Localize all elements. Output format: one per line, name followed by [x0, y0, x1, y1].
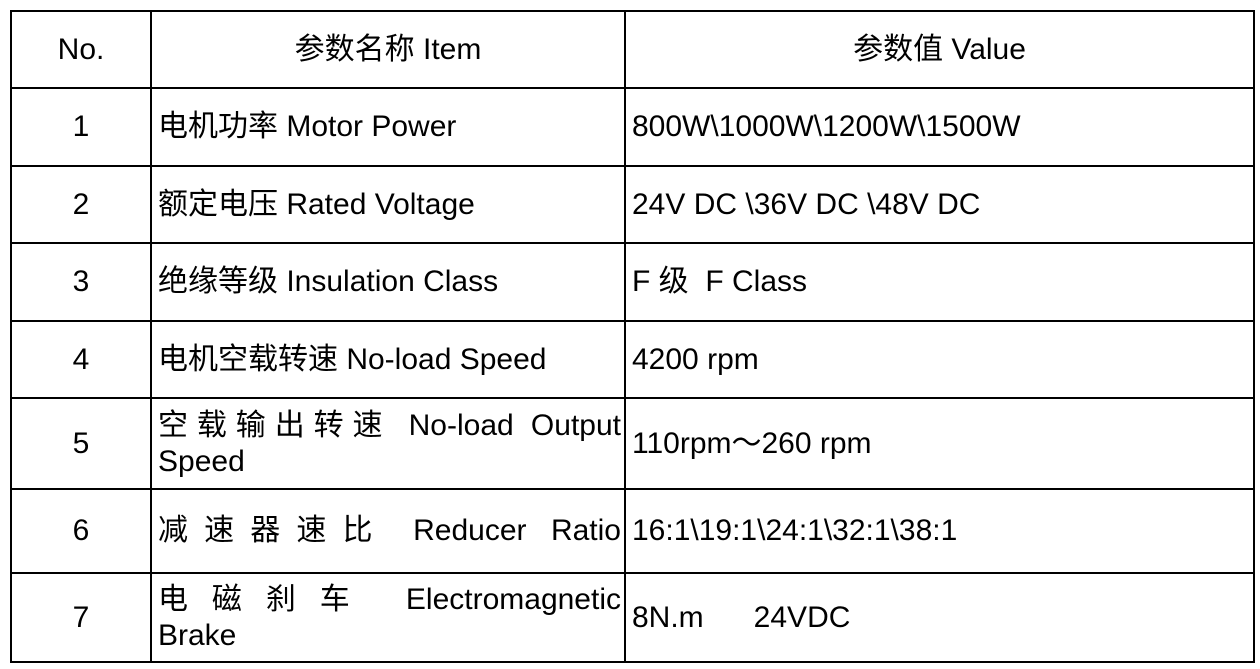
cell-value: 110rpm～260 rpm: [624, 397, 1255, 490]
cell-value: 8N.m 24VDC: [624, 572, 1255, 663]
table-header: No. 参数名称 Item 参数值 Value: [10, 10, 1255, 89]
cell-item: 电机空载转速 No-load Speed: [150, 320, 626, 399]
table-row: 4 电机空载转速 No-load Speed 4200 rpm: [10, 320, 1255, 399]
cell-item: 电磁刹车 Electromagnetic Brake: [150, 572, 626, 663]
cell-no: 4: [10, 320, 152, 399]
cell-item: 额定电压 Rated Voltage: [150, 165, 626, 244]
cell-value: 24V DC \36V DC \48V DC: [624, 165, 1255, 244]
cell-no: 1: [10, 87, 152, 167]
cell-item: 空载输出转速 No-load Output Speed: [150, 397, 626, 490]
cell-no: 5: [10, 397, 152, 490]
cell-item: 减速器速比 Reducer Ratio: [150, 488, 626, 574]
column-header-item: 参数名称 Item: [150, 10, 626, 89]
cell-value: 800W\1000W\1200W\1500W: [624, 87, 1255, 167]
table-row: 3 绝缘等级 Insulation Class F 级 F Class: [10, 242, 1255, 322]
cell-item: 电机功率 Motor Power: [150, 87, 626, 167]
table-row: 2 额定电压 Rated Voltage 24V DC \36V DC \48V D…: [10, 165, 1255, 244]
cell-value: F 级 F Class: [624, 242, 1255, 322]
cell-value: 4200 rpm: [624, 320, 1255, 399]
cell-no: 2: [10, 165, 152, 244]
motor-spec-table: No. 参数名称 Item 参数值 Value 1 电机功率 Motor Powe…: [10, 10, 1255, 663]
cell-no: 3: [10, 242, 152, 322]
column-header-value: 参数值 Value: [624, 10, 1255, 89]
table-row: 1 电机功率 Motor Power 800W\1000W\1200W\1500W: [10, 87, 1255, 167]
header-row: No. 参数名称 Item 参数值 Value: [10, 10, 1255, 89]
cell-no: 7: [10, 572, 152, 663]
table-row: 5 空载输出转速 No-load Output Speed 110rpm～260 r…: [10, 397, 1255, 490]
table-body: 1 电机功率 Motor Power 800W\1000W\1200W\1500W 2…: [10, 87, 1255, 663]
table-row: 6 减速器速比 Reducer Ratio 16:1\19:1\24:1\32:1\…: [10, 488, 1255, 574]
cell-no: 6: [10, 488, 152, 574]
cell-value: 16:1\19:1\24:1\32:1\38:1: [624, 488, 1255, 574]
column-header-no: No.: [10, 10, 152, 89]
table-row: 7 电磁刹车 Electromagnetic Brake 8N.m 24VDC: [10, 572, 1255, 663]
cell-item: 绝缘等级 Insulation Class: [150, 242, 626, 322]
